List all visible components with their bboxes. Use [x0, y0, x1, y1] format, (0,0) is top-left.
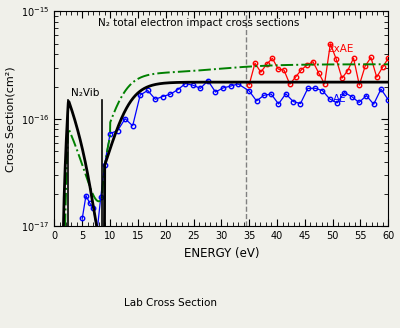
- Text: 2xAE: 2xAE: [327, 44, 354, 54]
- Text: Lab Cross Section: Lab Cross Section: [124, 298, 217, 308]
- Text: N₂ total electron impact cross sections: N₂ total electron impact cross sections: [98, 18, 299, 28]
- Text: AE: AE: [333, 93, 346, 104]
- Text: N₂Vib: N₂Vib: [71, 89, 100, 98]
- Y-axis label: Cross Section(cm²): Cross Section(cm²): [6, 66, 16, 172]
- X-axis label: ENERGY (eV): ENERGY (eV): [184, 247, 259, 260]
